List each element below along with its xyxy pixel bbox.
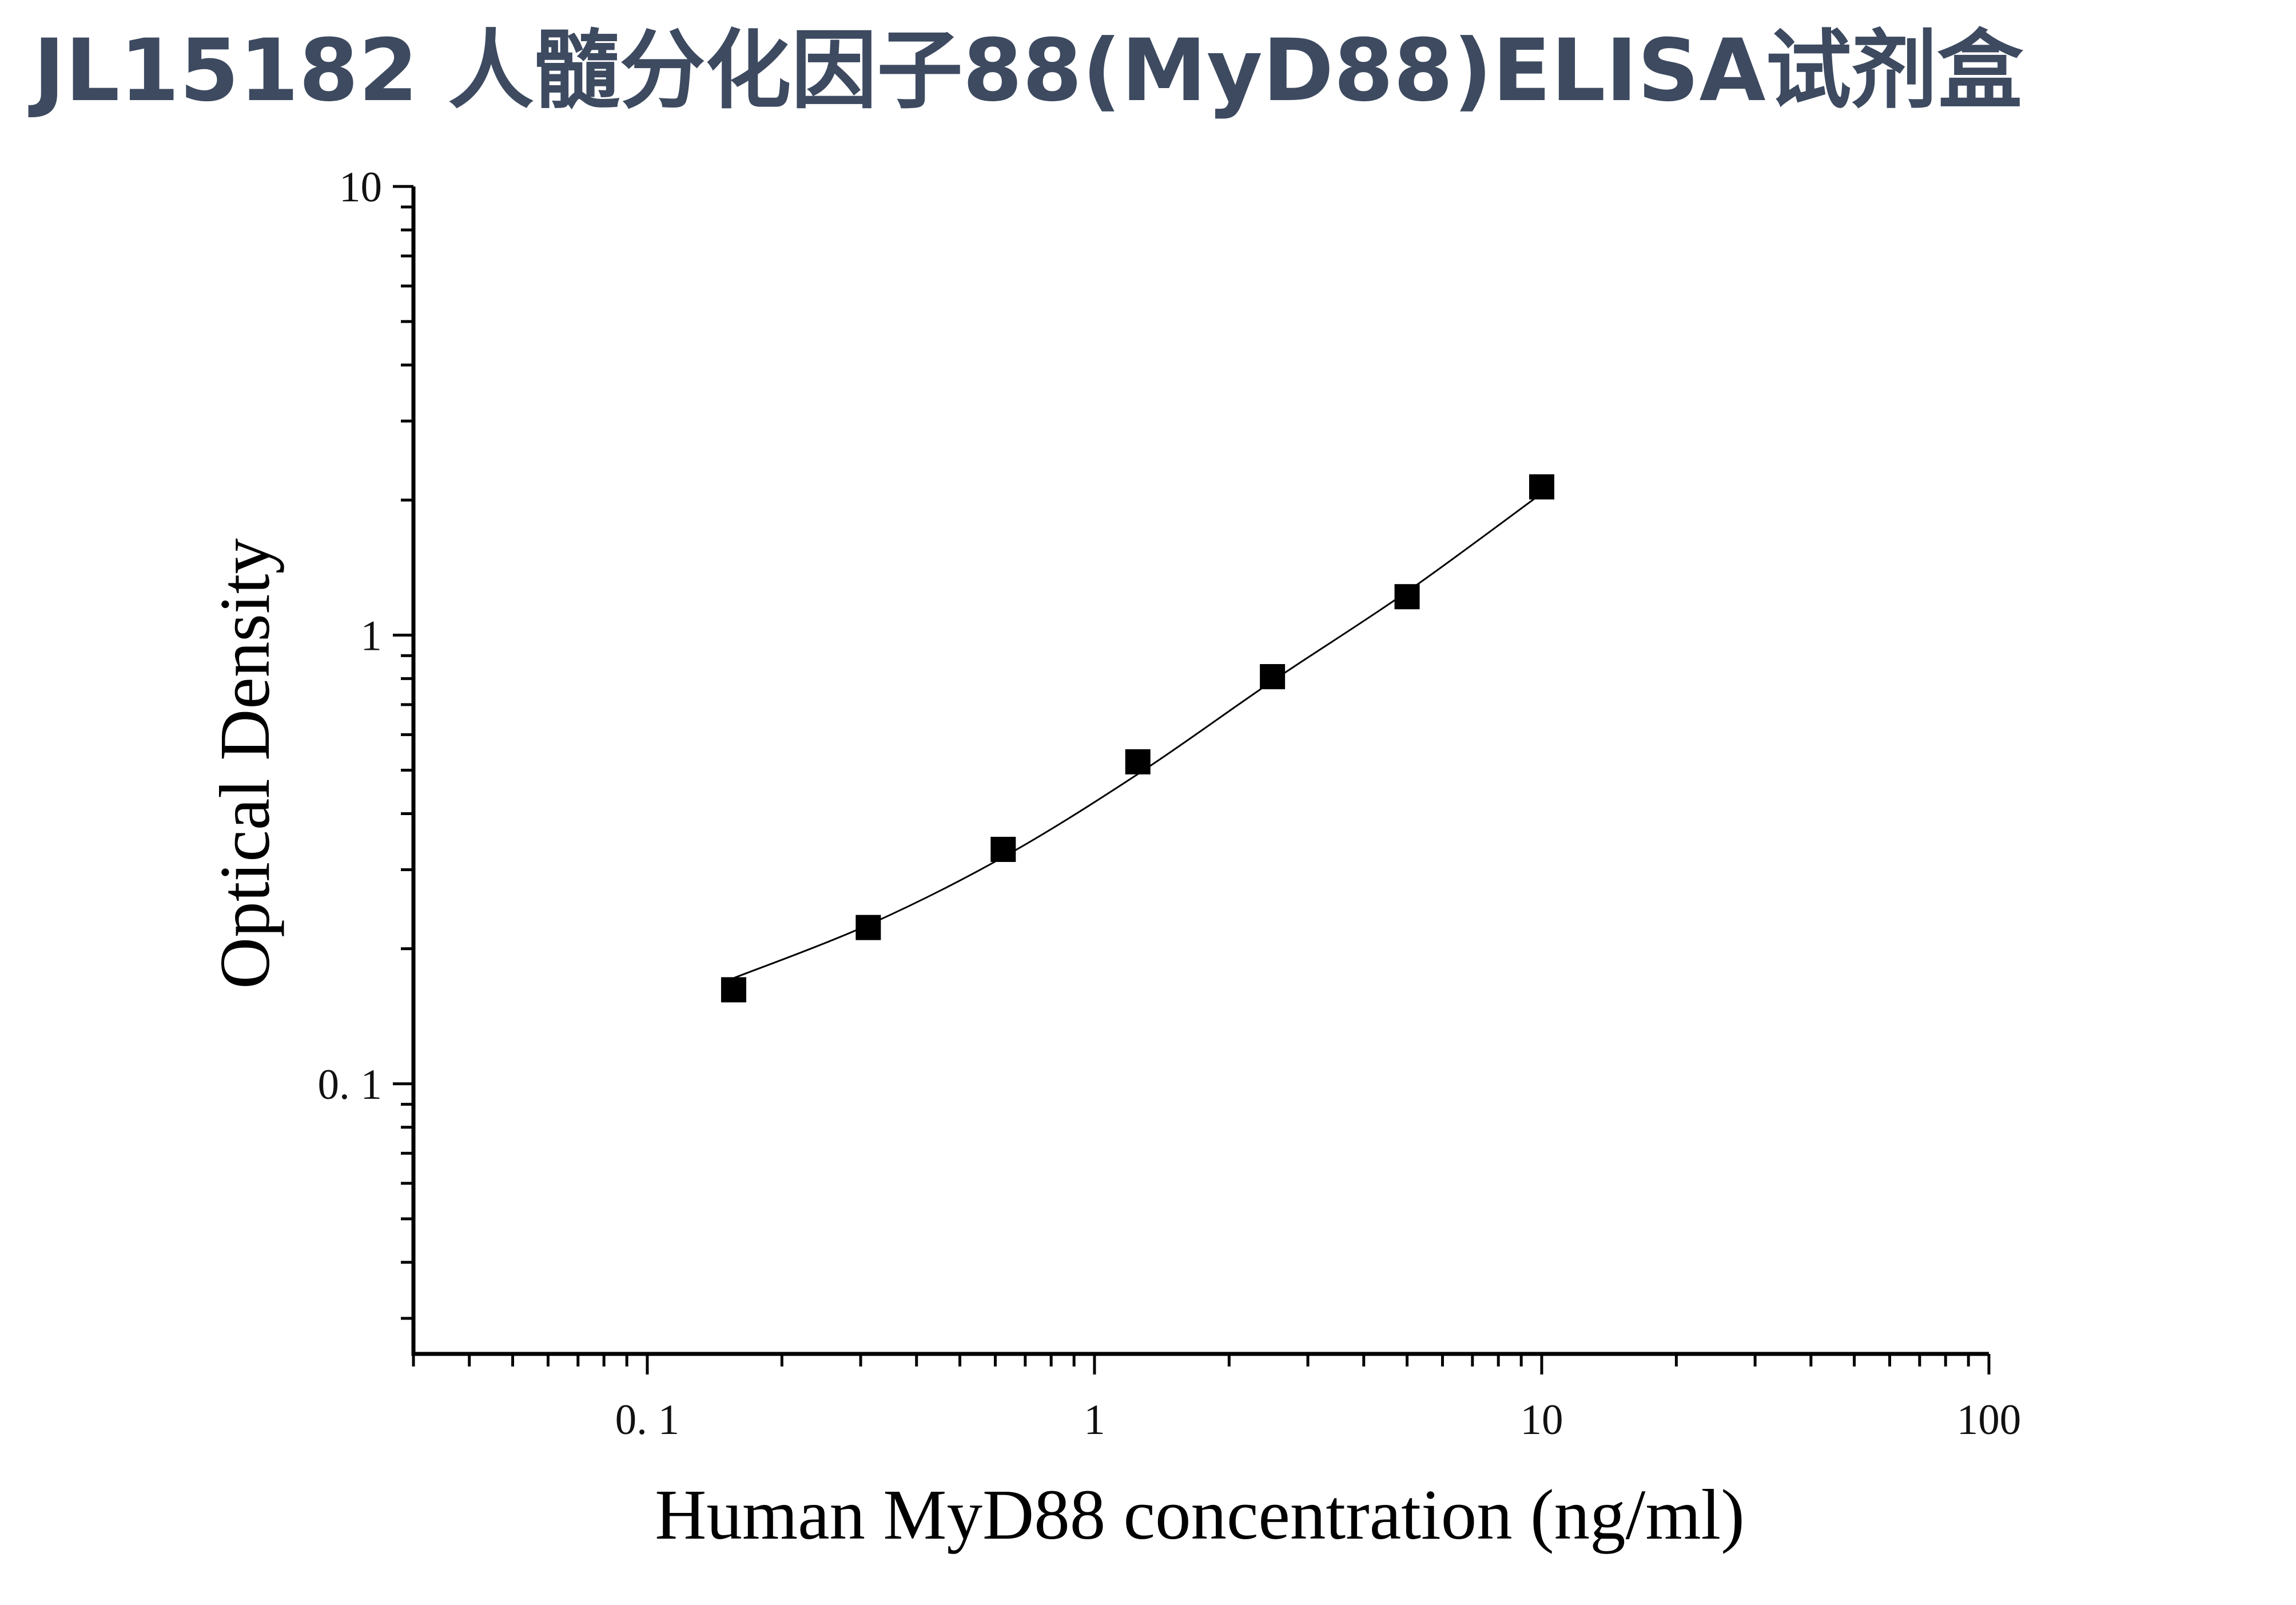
x-tick-label: 1 (1084, 1396, 1105, 1444)
fit-curve-group (733, 492, 1542, 979)
data-point (721, 977, 746, 1003)
x-tick-label: 100 (1957, 1396, 2022, 1444)
data-point (1529, 474, 1554, 500)
y-tick-label: 1 (361, 612, 383, 660)
y-tick-label: 0. 1 (318, 1061, 383, 1109)
x-tick-label: 0. 1 (615, 1396, 680, 1444)
x-tick-label: 10 (1520, 1396, 1563, 1444)
data-point (1125, 749, 1151, 774)
fit-curve (733, 492, 1542, 979)
tick-marks (393, 185, 1991, 1374)
chart-title: JL15182 人髓分化因子88(MyD88)ELISA试剂盒 (33, 21, 2023, 121)
data-point (855, 915, 881, 940)
axes (411, 186, 1989, 1356)
data-point (990, 836, 1016, 862)
x-axis-label: Human MyD88 concentration (ng/ml) (655, 1476, 1745, 1555)
tick-labels: 0. 1 1 10 100 0. 1 1 10 (318, 164, 2022, 1444)
data-point (1260, 664, 1286, 690)
y-axis-label: Optical Density (206, 538, 285, 989)
y-tick-label: 10 (339, 164, 382, 211)
data-point (1394, 584, 1420, 610)
data-points (721, 474, 1554, 1003)
